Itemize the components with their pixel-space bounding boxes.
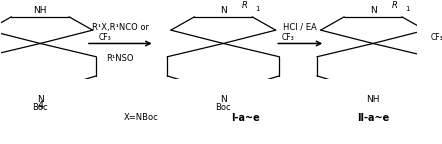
Text: N: N — [37, 94, 44, 104]
Text: NH: NH — [34, 5, 47, 15]
Text: X=NBoc: X=NBoc — [123, 113, 158, 122]
Text: CF₃: CF₃ — [431, 33, 442, 42]
Text: NH: NH — [366, 94, 380, 104]
Text: Boc: Boc — [32, 103, 48, 111]
Text: II-a~e: II-a~e — [357, 113, 389, 123]
Text: 4: 4 — [37, 101, 43, 111]
Text: N: N — [220, 94, 227, 104]
Text: R¹X,R¹NCO or: R¹X,R¹NCO or — [91, 23, 149, 32]
Text: N: N — [220, 5, 227, 15]
Text: R: R — [392, 1, 398, 10]
Text: R: R — [242, 1, 248, 10]
Text: 1: 1 — [255, 6, 260, 12]
Text: CF₃: CF₃ — [98, 33, 111, 42]
Text: CF₃: CF₃ — [281, 33, 294, 42]
Text: Boc: Boc — [215, 103, 231, 111]
Text: HCl / EA: HCl / EA — [283, 22, 317, 31]
Text: 1: 1 — [405, 6, 410, 12]
Text: N: N — [370, 5, 377, 15]
Text: I-a~e: I-a~e — [231, 113, 260, 123]
Text: R¹NSO: R¹NSO — [107, 54, 134, 63]
